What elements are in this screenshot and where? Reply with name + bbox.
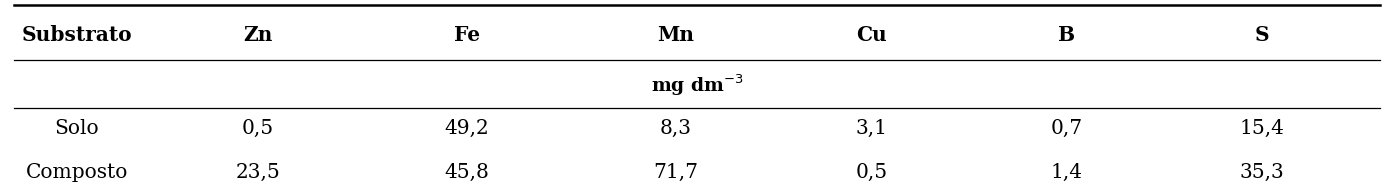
Text: 35,3: 35,3 [1239,163,1284,182]
Text: Zn: Zn [243,25,273,45]
Text: 0,5: 0,5 [241,119,275,138]
Text: 0,5: 0,5 [855,163,888,182]
Text: Composto: Composto [25,163,128,182]
Text: Substrato: Substrato [21,25,132,45]
Text: 3,1: 3,1 [856,119,887,138]
Text: Mn: Mn [658,25,694,45]
Text: Cu: Cu [856,25,887,45]
Text: mg dm$^{-3}$: mg dm$^{-3}$ [651,73,743,98]
Text: 49,2: 49,2 [445,119,489,138]
Text: 0,7: 0,7 [1050,119,1083,138]
Text: Fe: Fe [454,25,480,45]
Text: S: S [1255,25,1269,45]
Text: 71,7: 71,7 [654,163,698,182]
Text: 23,5: 23,5 [236,163,280,182]
Text: 45,8: 45,8 [445,163,489,182]
Text: 1,4: 1,4 [1051,163,1082,182]
Text: 15,4: 15,4 [1239,119,1284,138]
Text: B: B [1058,25,1075,45]
Text: Solo: Solo [54,119,99,138]
Text: 8,3: 8,3 [661,119,691,138]
